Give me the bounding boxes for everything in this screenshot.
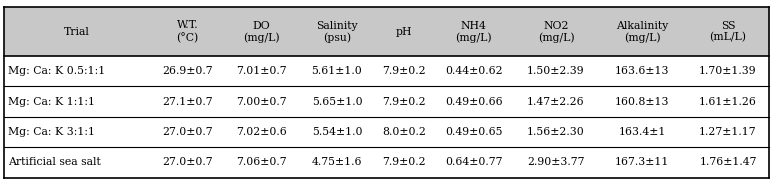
Text: 1.47±2.26: 1.47±2.26 <box>527 97 585 107</box>
Text: 7.9±0.2: 7.9±0.2 <box>383 157 426 167</box>
Text: 5.65±1.0: 5.65±1.0 <box>312 97 363 107</box>
Text: 27.0±0.7: 27.0±0.7 <box>162 127 213 137</box>
Text: 167.3±11: 167.3±11 <box>615 157 669 167</box>
Text: 27.1±0.7: 27.1±0.7 <box>162 97 213 107</box>
Text: 27.0±0.7: 27.0±0.7 <box>162 157 213 167</box>
Text: NO2
(mg/L): NO2 (mg/L) <box>538 21 574 43</box>
Text: 7.01±0.7: 7.01±0.7 <box>237 66 287 76</box>
Text: 5.61±1.0: 5.61±1.0 <box>312 66 363 76</box>
Text: NH4
(mg/L): NH4 (mg/L) <box>455 21 492 43</box>
Text: 163.6±13: 163.6±13 <box>615 66 669 76</box>
Text: 1.56±2.30: 1.56±2.30 <box>527 127 585 137</box>
Text: 7.9±0.2: 7.9±0.2 <box>383 97 426 107</box>
Text: Alkalinity
(mg/L): Alkalinity (mg/L) <box>616 21 668 43</box>
Text: 2.90±3.77: 2.90±3.77 <box>527 157 584 167</box>
Text: SS
(mL/L): SS (mL/L) <box>710 21 747 43</box>
Text: 160.8±13: 160.8±13 <box>615 97 669 107</box>
Text: 1.76±1.47: 1.76±1.47 <box>700 157 757 167</box>
Text: 1.27±1.17: 1.27±1.17 <box>700 127 757 137</box>
Bar <box>4 56 769 86</box>
Text: 8.0±0.2: 8.0±0.2 <box>382 127 426 137</box>
Text: Mg: Ca: K 0.5:1:1: Mg: Ca: K 0.5:1:1 <box>8 66 105 76</box>
Text: 0.49±0.65: 0.49±0.65 <box>445 127 502 137</box>
Text: 0.64±0.77: 0.64±0.77 <box>445 157 502 167</box>
Text: 7.9±0.2: 7.9±0.2 <box>383 66 426 76</box>
Bar <box>4 7 769 56</box>
Text: 1.50±2.39: 1.50±2.39 <box>527 66 585 76</box>
Bar <box>4 147 769 178</box>
Text: Mg: Ca: K 3:1:1: Mg: Ca: K 3:1:1 <box>8 127 95 137</box>
Text: 5.54±1.0: 5.54±1.0 <box>312 127 363 137</box>
Bar <box>4 117 769 147</box>
Text: Artificial sea salt: Artificial sea salt <box>8 157 100 167</box>
Text: pH: pH <box>396 27 412 37</box>
Bar <box>4 86 769 117</box>
Text: 7.02±0.6: 7.02±0.6 <box>236 127 287 137</box>
Text: Salinity
(psu): Salinity (psu) <box>316 21 358 43</box>
Text: 1.61±1.26: 1.61±1.26 <box>699 97 757 107</box>
Text: 163.4±1: 163.4±1 <box>618 127 666 137</box>
Text: 0.49±0.66: 0.49±0.66 <box>445 97 502 107</box>
Text: 4.75±1.6: 4.75±1.6 <box>312 157 363 167</box>
Text: 7.06±0.7: 7.06±0.7 <box>237 157 287 167</box>
Text: W.T.
(°C): W.T. (°C) <box>176 21 199 43</box>
Text: 7.00±0.7: 7.00±0.7 <box>237 97 287 107</box>
Text: 0.44±0.62: 0.44±0.62 <box>445 66 502 76</box>
Text: Mg: Ca: K 1:1:1: Mg: Ca: K 1:1:1 <box>8 97 95 107</box>
Text: Trial: Trial <box>64 27 90 37</box>
Text: DO
(mg/L): DO (mg/L) <box>243 21 280 43</box>
Text: 26.9±0.7: 26.9±0.7 <box>162 66 213 76</box>
Text: 1.70±1.39: 1.70±1.39 <box>700 66 757 76</box>
